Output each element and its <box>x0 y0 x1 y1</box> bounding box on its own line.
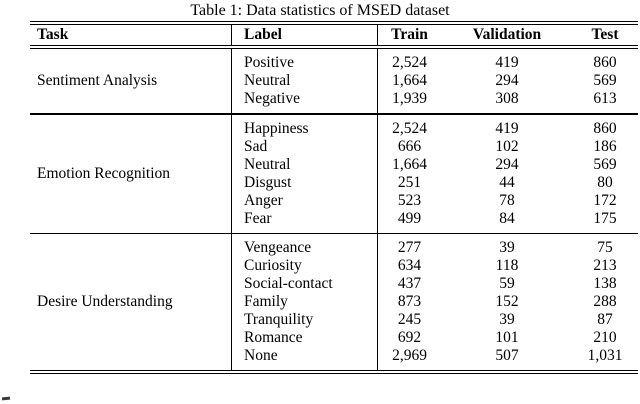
train-cell: 245 <box>397 311 422 328</box>
label-cell: Romance <box>244 329 303 346</box>
section-divider-rule <box>30 232 638 234</box>
task-cell: Desire Understanding <box>37 293 173 310</box>
test-cell: 569 <box>593 72 617 89</box>
train-cell: 666 <box>397 137 422 155</box>
label-cell: Negative <box>244 90 300 107</box>
validation-cell: 419 <box>495 119 519 137</box>
table-section: Emotion Recognition Happiness 2,524 419 860 S… <box>30 114 638 233</box>
validation-cell: 78 <box>499 191 515 209</box>
label-cell: None <box>244 347 278 364</box>
train-cell: 1,664 <box>392 72 427 89</box>
column-divider <box>377 25 378 45</box>
validation-cell: 101 <box>495 329 519 346</box>
column-header-train: Train <box>391 26 428 43</box>
rule-top <box>30 21 638 25</box>
train-cell: 277 <box>397 239 422 256</box>
label-cell: Neutral <box>244 155 291 173</box>
label-cell: Vengeance <box>244 239 312 256</box>
train-cell: 251 <box>397 173 422 191</box>
column-divider <box>231 49 232 113</box>
label-cell: Social-contact <box>244 275 333 292</box>
task-cell: Emotion Recognition <box>37 164 171 182</box>
test-cell: 210 <box>593 329 617 346</box>
table-section: Desire Understanding Vengeance 277 39 75 Curi… <box>30 234 638 370</box>
validation-cell: 39 <box>499 311 515 328</box>
column-divider <box>377 234 378 370</box>
train-cell: 437 <box>397 275 422 292</box>
validation-cell: 39 <box>499 239 515 256</box>
label-cell: Disgust <box>244 173 292 191</box>
label-cell: Tranquility <box>244 311 314 328</box>
label-cell: Sad <box>244 137 268 155</box>
test-cell: 860 <box>593 54 617 71</box>
validation-cell: 102 <box>495 137 519 155</box>
validation-cell: 419 <box>495 54 519 71</box>
test-cell: 613 <box>593 90 617 107</box>
validation-cell: 84 <box>499 209 515 227</box>
rule-bottom <box>30 370 638 374</box>
test-cell: 186 <box>593 137 617 155</box>
column-divider <box>377 49 378 113</box>
table-body: Sentiment Analysis Positive 2,524 419 860 Neu… <box>30 49 638 370</box>
validation-cell: 152 <box>495 293 519 310</box>
test-cell: 860 <box>593 119 617 137</box>
test-cell: 75 <box>597 239 613 256</box>
column-header-label: Label <box>244 26 282 43</box>
test-cell: 80 <box>597 173 613 191</box>
label-cell: Anger <box>244 191 283 209</box>
test-cell: 138 <box>593 275 617 292</box>
table-caption: Table 1: Data statistics of MSED dataset <box>190 2 450 19</box>
section-divider-rule <box>30 113 638 115</box>
validation-cell: 294 <box>495 155 519 173</box>
validation-cell: 294 <box>495 72 519 89</box>
test-cell: 288 <box>593 293 617 310</box>
test-cell: 172 <box>593 191 617 209</box>
cropped-page-edge-glyph <box>1 396 11 400</box>
train-cell: 499 <box>397 209 422 227</box>
label-cell: Curiosity <box>244 257 302 274</box>
train-cell: 523 <box>397 191 422 209</box>
rule-header-bottom <box>30 45 638 49</box>
table-header-row: Task Label Train Validation Test <box>30 25 638 45</box>
column-divider <box>231 25 232 45</box>
test-cell: 175 <box>593 209 617 227</box>
validation-cell: 59 <box>499 275 515 292</box>
train-cell: 1,939 <box>392 90 427 107</box>
test-cell: 569 <box>593 155 617 173</box>
label-cell: Family <box>244 293 288 310</box>
train-cell: 1,664 <box>392 155 427 173</box>
column-header-task: Task <box>37 26 69 43</box>
train-cell: 2,969 <box>392 347 427 364</box>
test-cell: 87 <box>597 311 613 328</box>
column-header-test: Test <box>591 26 619 43</box>
validation-cell: 118 <box>495 257 519 274</box>
validation-cell: 507 <box>495 347 519 364</box>
label-cell: Happiness <box>244 119 309 137</box>
column-divider <box>377 114 378 233</box>
train-cell: 2,524 <box>392 54 427 71</box>
column-divider <box>231 114 232 233</box>
train-cell: 2,524 <box>392 119 427 137</box>
column-header-validation: Validation <box>472 26 542 43</box>
train-cell: 634 <box>397 257 422 274</box>
label-cell: Fear <box>244 209 272 227</box>
label-cell: Positive <box>244 54 294 71</box>
table-section: Sentiment Analysis Positive 2,524 419 860 Neu… <box>30 49 638 113</box>
test-cell: 213 <box>593 257 617 274</box>
column-divider <box>231 234 232 370</box>
validation-cell: 44 <box>499 173 515 191</box>
validation-cell: 308 <box>495 90 519 107</box>
train-cell: 873 <box>397 293 422 310</box>
label-cell: Neutral <box>244 72 291 89</box>
data-statistics-table: Task Label Train Validation Test Sentime… <box>30 21 638 374</box>
test-cell: 1,031 <box>587 347 623 364</box>
task-cell: Sentiment Analysis <box>37 72 158 89</box>
train-cell: 692 <box>397 329 422 346</box>
